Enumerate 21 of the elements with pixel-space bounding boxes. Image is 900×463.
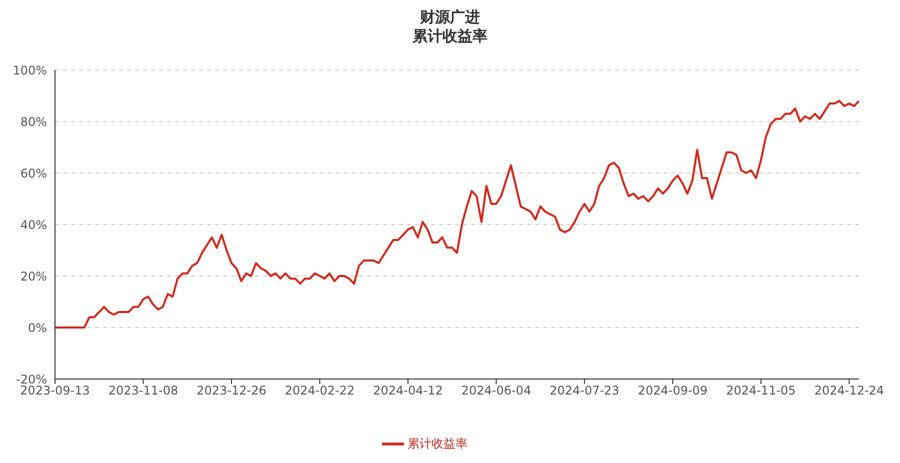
chart-title: 财源广进 bbox=[419, 8, 481, 27]
x-tick-label: 2024-04-12 bbox=[373, 384, 443, 398]
y-tick-label: 60% bbox=[20, 166, 47, 180]
x-tick-label: 2024-12-24 bbox=[814, 384, 884, 398]
line-series bbox=[55, 100, 859, 328]
y-tick-label: 0% bbox=[28, 320, 47, 335]
x-tick-label: 2024-11-05 bbox=[726, 384, 796, 398]
legend-label: 累计收益率 bbox=[408, 436, 468, 450]
x-tick-label: 2024-06-04 bbox=[461, 384, 532, 398]
y-tick-label: 80% bbox=[20, 114, 47, 129]
x-tick-label: 2024-09-09 bbox=[638, 384, 708, 398]
x-tick-label: 2023-12-26 bbox=[196, 384, 266, 398]
x-tick-label: 2024-07-23 bbox=[550, 384, 620, 398]
chart-subtitle: 累计收益率 bbox=[412, 27, 488, 46]
x-tick-label: 2024-02-22 bbox=[284, 384, 355, 398]
y-tick-label: 20% bbox=[20, 269, 47, 284]
y-tick-label: 40% bbox=[20, 218, 47, 232]
y-tick-label: -20% bbox=[16, 372, 47, 386]
y-tick-label: 100% bbox=[12, 63, 47, 78]
x-tick-label: 2023-11-08 bbox=[108, 384, 178, 398]
x-tick-label: 2023-09-13 bbox=[20, 384, 90, 398]
